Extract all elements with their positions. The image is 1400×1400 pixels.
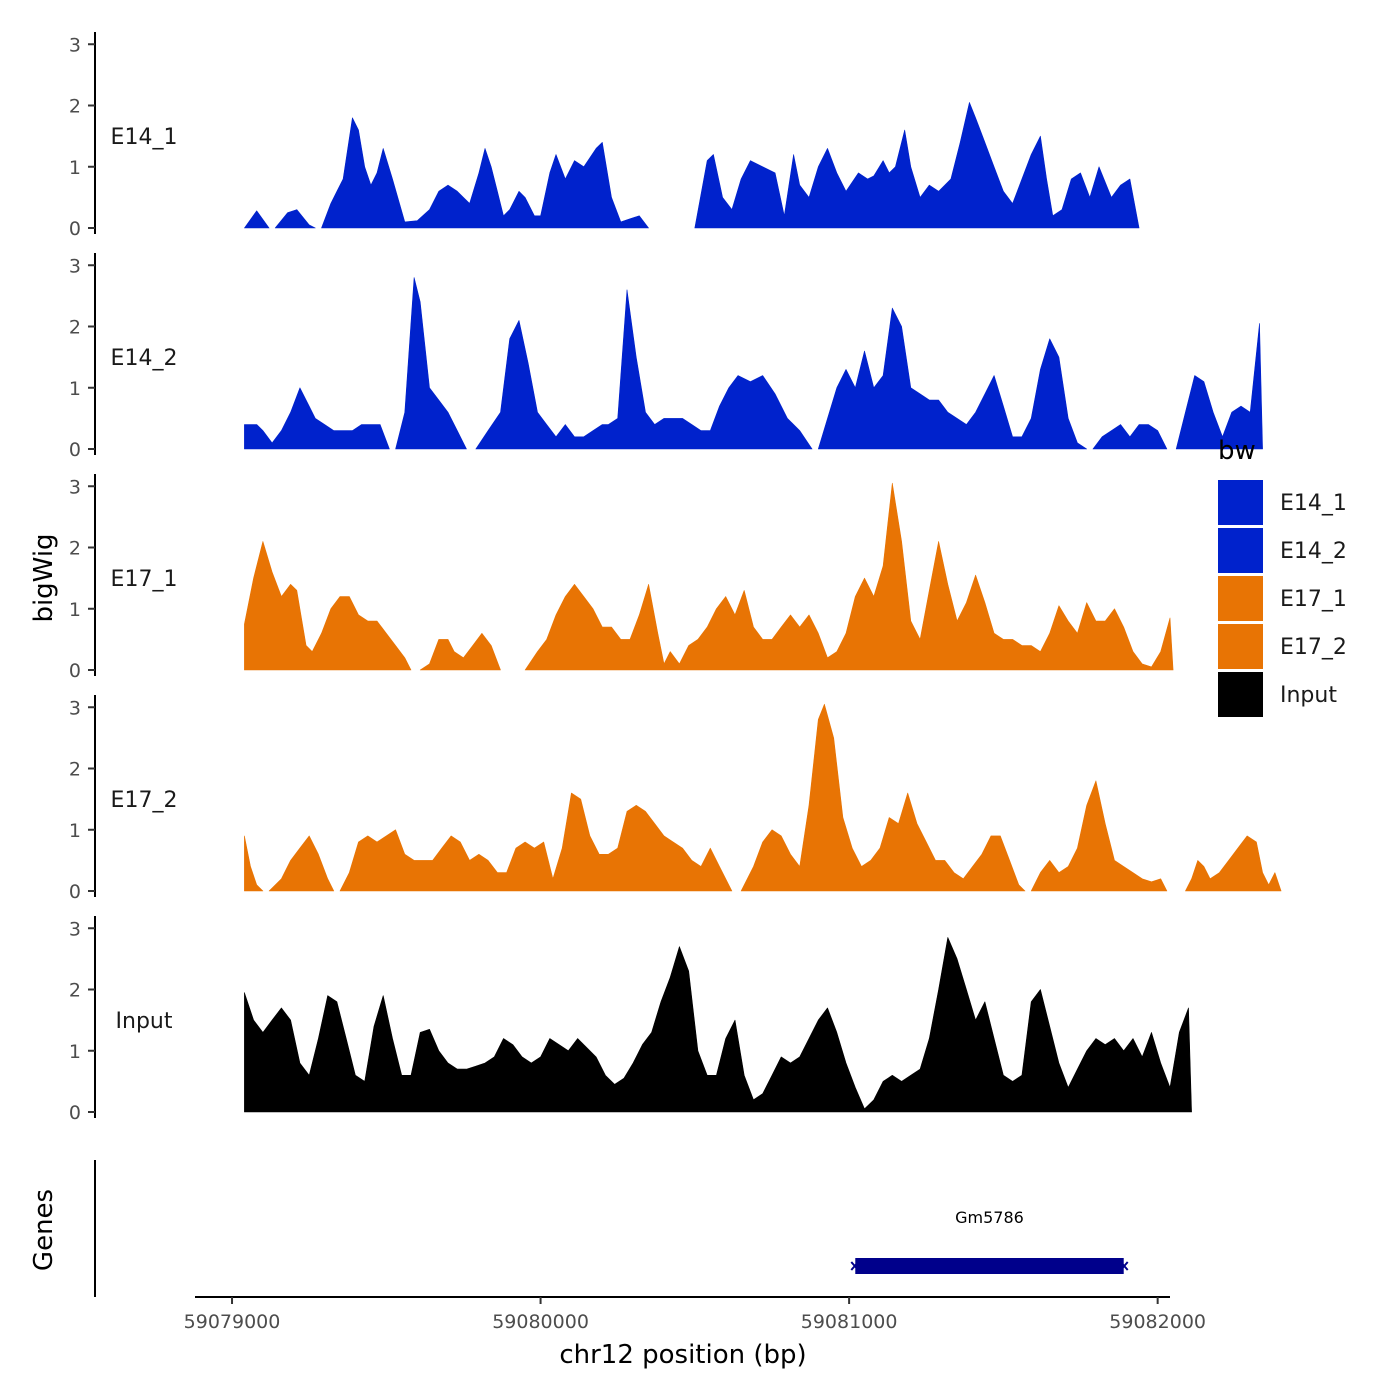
y-tick-label: 2: [69, 317, 81, 339]
track-E17_1: 0 1 2 3 E17_1: [69, 474, 1174, 682]
x-tick-label: 59079000: [184, 1311, 281, 1333]
area-E17_1-segment-0: [244, 541, 412, 671]
y-tick-label: 1: [69, 378, 81, 400]
area-Input-segment-0: [244, 937, 1192, 1113]
y-tick-label: 1: [69, 599, 81, 621]
track-label: E17_1: [111, 567, 178, 592]
legend-label: E14_1: [1280, 491, 1347, 516]
area-E14_2-segment-4: [1092, 424, 1168, 450]
genes-axis-title: Genes: [29, 1189, 59, 1271]
legend-key-E17_2: [1218, 624, 1263, 669]
area-E17_2-segment-3: [740, 703, 1026, 892]
area-E17_2-segment-4: [1030, 780, 1168, 892]
legend-label: E17_2: [1280, 635, 1347, 660]
track-label: E14_1: [111, 125, 178, 150]
y-tick-label: 3: [69, 697, 81, 719]
y-tick-label: 0: [69, 439, 81, 461]
track-label: E14_2: [111, 346, 178, 371]
area-E14_2-segment-1: [395, 277, 467, 450]
legend-key-E14_2: [1218, 528, 1263, 573]
y-tick-label: 1: [69, 820, 81, 842]
gene-strand-marker: [850, 1261, 860, 1271]
y-tick-label: 0: [69, 218, 81, 240]
y-tick-label: 3: [69, 255, 81, 277]
track-E17_2: 0 1 2 3 E17_2: [69, 695, 1282, 903]
legend: bw E14_1 E14_2 E17_1 E17_2 Input: [1218, 436, 1347, 717]
y-tick-label: 2: [69, 980, 81, 1002]
y-tick-label: 2: [69, 759, 81, 781]
y-tick-label: 3: [69, 918, 81, 940]
gene-strand-marker: [1119, 1261, 1129, 1271]
y-tick-label: 2: [69, 96, 81, 118]
area-E14_2-segment-0: [244, 387, 390, 450]
tracks: 0 1 2 3 E14_1 0 1 2 3 E14_2 0 1 2 3 E17_1 0 1 2 3 E17_2 0 1 2 3…: [69, 32, 1282, 1124]
x-tick-label: 59081000: [801, 1311, 898, 1333]
y-tick-label: 3: [69, 34, 81, 56]
track-Input: 0 1 2 3 Input: [69, 916, 1192, 1124]
track-label: E17_2: [111, 788, 178, 813]
area-E14_1-segment-0: [244, 210, 270, 229]
gene-body-Gm5786: [855, 1258, 1124, 1274]
area-E14_1-segment-1: [274, 209, 316, 229]
legend-label: E17_1: [1280, 587, 1347, 612]
y-tick-label: 3: [69, 476, 81, 498]
legend-label: Input: [1280, 683, 1337, 708]
track-E14_1: 0 1 2 3 E14_1: [69, 32, 1140, 240]
area-E14_1-segment-2: [321, 117, 649, 229]
x-tick-label: 59080000: [492, 1311, 589, 1333]
area-E17_2-segment-1: [268, 835, 335, 892]
legend-label: E14_2: [1280, 539, 1347, 564]
y-axis-title: bigWig: [29, 533, 59, 622]
genes-panel: Gm5786: [94, 1160, 1129, 1297]
legend-key-Input: [1218, 672, 1263, 717]
area-E14_2-segment-5: [1175, 323, 1263, 450]
track-label: Input: [116, 1009, 173, 1034]
area-E17_2-segment-0: [244, 835, 264, 892]
x-axis: 59079000 59080000 59081000 59082000: [184, 1296, 1206, 1333]
y-tick-label: 0: [69, 660, 81, 682]
area-E17_1-segment-1: [419, 633, 501, 671]
track-E14_2: 0 1 2 3 E14_2: [69, 253, 1263, 461]
y-tick-label: 1: [69, 157, 81, 179]
y-tick-label: 0: [69, 881, 81, 903]
area-E14_1-segment-3: [694, 102, 1140, 229]
gene-label: Gm5786: [955, 1208, 1024, 1227]
legend-title: bw: [1218, 436, 1256, 466]
area-E17_1-segment-2: [524, 482, 1174, 671]
y-tick-label: 2: [69, 538, 81, 560]
x-axis-title: chr12 position (bp): [559, 1340, 806, 1370]
x-tick-label: 59082000: [1109, 1311, 1206, 1333]
area-E17_2-segment-2: [339, 792, 733, 892]
area-E17_2-segment-5: [1185, 835, 1282, 892]
legend-key-E17_1: [1218, 576, 1263, 621]
area-E14_2-segment-2: [475, 289, 813, 450]
area-E14_2-segment-3: [818, 307, 1087, 450]
legend-key-E14_1: [1218, 480, 1263, 525]
y-tick-label: 0: [69, 1102, 81, 1124]
y-tick-label: 1: [69, 1041, 81, 1063]
